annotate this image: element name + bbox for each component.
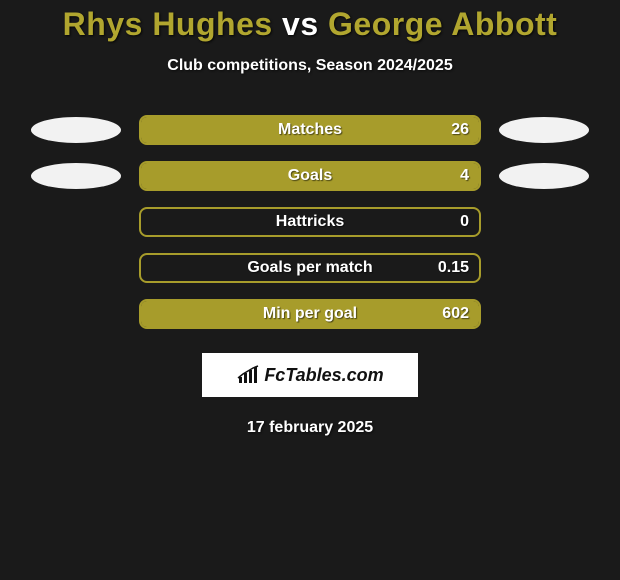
subtitle: Club competitions, Season 2024/2025 (0, 57, 620, 75)
stat-row: Min per goal 602 (0, 299, 620, 329)
stat-row: Goals 4 (0, 161, 620, 191)
player2-name: George Abbott (328, 6, 557, 42)
stat-row: Matches 26 (0, 115, 620, 145)
player2-marker (499, 301, 589, 327)
player1-marker (31, 163, 121, 189)
logo-box: FcTables.com (202, 353, 418, 397)
stat-label: Hattricks (276, 213, 344, 231)
stat-label: Goals per match (247, 259, 372, 277)
stat-label: Min per goal (263, 305, 357, 323)
player2-marker (499, 117, 589, 143)
player2-marker (499, 163, 589, 189)
stats-list: Matches 26 Goals 4 Hattricks 0 Goals per match… (0, 115, 620, 329)
player1-name: Rhys Hughes (63, 6, 273, 42)
stat-value: 0 (460, 213, 469, 231)
stat-bar: Matches 26 (139, 115, 481, 145)
player1-marker (31, 255, 121, 281)
stat-bar: Goals per match 0.15 (139, 253, 481, 283)
player2-marker (499, 255, 589, 281)
comparison-card: Rhys Hughes vs George Abbott Club compet… (0, 0, 620, 580)
stat-value: 4 (460, 167, 469, 185)
page-title: Rhys Hughes vs George Abbott (0, 6, 620, 43)
stat-value: 602 (442, 305, 469, 323)
player1-marker (31, 209, 121, 235)
stat-bar: Goals 4 (139, 161, 481, 191)
stat-label: Matches (278, 121, 342, 139)
stat-value: 0.15 (438, 259, 469, 277)
date-text: 17 february 2025 (0, 419, 620, 437)
player2-marker (499, 209, 589, 235)
stat-bar: Hattricks 0 (139, 207, 481, 237)
stat-bar: Min per goal 602 (139, 299, 481, 329)
stat-value: 26 (451, 121, 469, 139)
stat-row: Hattricks 0 (0, 207, 620, 237)
stat-row: Goals per match 0.15 (0, 253, 620, 283)
logo-text: FcTables.com (264, 365, 383, 386)
stat-label: Goals (288, 167, 332, 185)
player1-marker (31, 117, 121, 143)
chart-icon (236, 365, 260, 385)
player1-marker (31, 301, 121, 327)
vs-text: vs (282, 6, 319, 42)
